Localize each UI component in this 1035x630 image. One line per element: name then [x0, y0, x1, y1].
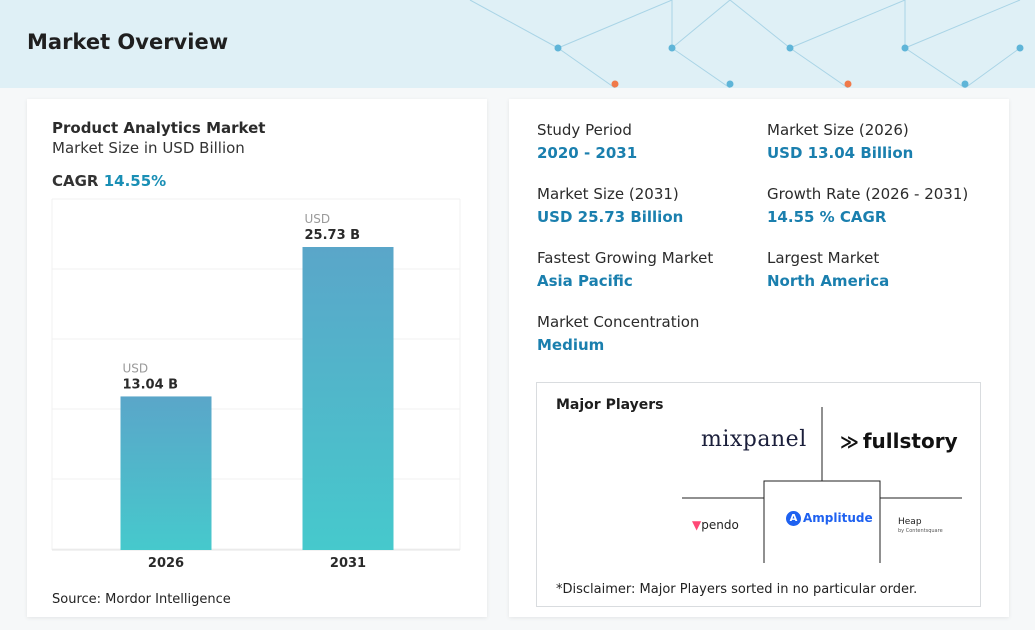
heap-logo-text: Heap	[898, 517, 922, 527]
cagr-label: CAGR	[52, 172, 99, 190]
pendo-logo-text: pendo	[701, 518, 739, 532]
bar-2031	[302, 247, 394, 550]
stat-study-period: Study Period 2020 - 2031	[537, 121, 637, 162]
stat-market-concentration: Market Concentration Medium	[537, 313, 699, 354]
stat-label: Fastest Growing Market	[537, 249, 714, 267]
cagr-value: 14.55%	[103, 172, 167, 190]
source-note: Source: Mordor Intelligence	[52, 592, 231, 607]
bar-2026	[120, 396, 212, 550]
cagr-line: CAGR 14.55%	[52, 172, 166, 190]
x-tick-label: 2031	[330, 556, 366, 571]
stat-growth-rate: Growth Rate (2026 - 2031) 14.55 % CAGR	[767, 185, 968, 226]
stat-value: 2020 - 2031	[537, 144, 638, 162]
bar-label-unit: USD	[305, 212, 331, 226]
stat-value: USD 25.73 Billion	[537, 208, 684, 226]
stat-label: Largest Market	[767, 249, 880, 267]
fullstory-mark-icon: ≫	[840, 432, 859, 453]
players-title: Major Players	[556, 397, 664, 413]
stat-label: Market Size (2031)	[537, 185, 679, 203]
bar-label-value: 25.73 B	[305, 228, 361, 243]
page-title: Market Overview	[27, 30, 229, 54]
major-players-box: Major Players mixpanel ≫ fullstory ▼pendo…	[536, 382, 981, 607]
chart-title: Product Analytics Market	[52, 119, 266, 137]
stat-value: North America	[767, 272, 890, 290]
fullstory-logo: ≫ fullstory	[840, 429, 958, 453]
stat-largest-market: Largest Market North America	[767, 249, 889, 290]
stat-fastest-growing: Fastest Growing Market Asia Pacific	[537, 249, 713, 290]
chart-subtitle: Market Size in USD Billion	[52, 139, 245, 157]
fullstory-logo-text: fullstory	[862, 429, 958, 453]
bar-label-unit: USD	[123, 361, 149, 375]
amplitude-logo: A Amplitude	[786, 511, 873, 526]
chart-card: Product Analytics Market Market Size in …	[27, 99, 487, 617]
network-pattern-icon	[469, 0, 1024, 88]
stat-value: 14.55 % CAGR	[767, 208, 887, 226]
summary-card: Study Period 2020 - 2031 Market Size (20…	[509, 99, 1009, 617]
stat-market-size-2026: Market Size (2026) USD 13.04 Billion	[767, 121, 913, 162]
x-tick-label: 2026	[148, 556, 184, 571]
stat-value: Medium	[537, 336, 605, 354]
players-disclaimer: *Disclaimer: Major Players sorted in no …	[556, 582, 918, 597]
pendo-logo: ▼pendo	[692, 518, 739, 532]
bar-chart: USD 13.04 B USD 25.73 B 2026 2031	[51, 198, 461, 571]
stat-label: Market Size (2026)	[767, 121, 909, 139]
stat-label: Growth Rate (2026 - 2031)	[767, 185, 969, 203]
players-grid-lines	[682, 407, 962, 563]
heap-logo: Heap by Contentsquare	[898, 518, 943, 536]
header-banner: Market Overview	[0, 0, 1035, 88]
stat-label: Study Period	[537, 121, 632, 139]
amplitude-logo-text: Amplitude	[803, 511, 873, 525]
stat-value: Asia Pacific	[537, 272, 633, 290]
heap-logo-subtext: by Contentsquare	[898, 528, 943, 534]
amplitude-mark-icon: A	[786, 511, 801, 526]
bar-label-value: 13.04 B	[123, 377, 179, 392]
mixpanel-logo: mixpanel	[701, 427, 807, 452]
stat-value: USD 13.04 Billion	[767, 144, 914, 162]
pendo-mark-icon: ▼	[692, 518, 702, 532]
stat-market-size-2031: Market Size (2031) USD 25.73 Billion	[537, 185, 683, 226]
stat-label: Market Concentration	[537, 313, 700, 331]
